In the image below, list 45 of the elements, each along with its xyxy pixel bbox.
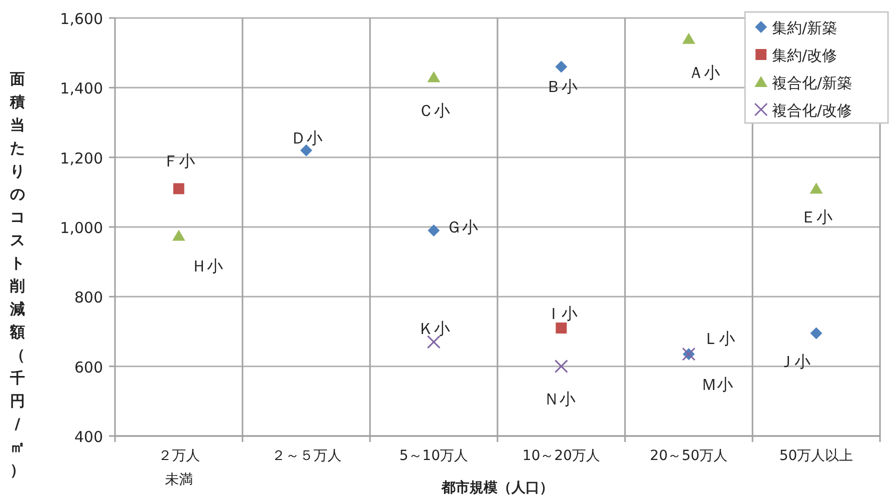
point xyxy=(555,60,568,73)
annotation: Ｆ小 xyxy=(162,152,195,171)
point xyxy=(173,183,184,194)
point xyxy=(300,144,312,156)
annotation: Ａ小 xyxy=(688,64,720,82)
x-tick-label: ２万人未満 xyxy=(156,447,201,490)
annotation: Ｌ小 xyxy=(702,330,735,348)
annotation: Ｈ小 xyxy=(190,258,223,276)
y-tick-label: 800 xyxy=(74,288,103,307)
annotation: Ｊ小 xyxy=(778,353,810,372)
annotation: Ｋ小 xyxy=(418,320,450,338)
y-tick-label: 1,400 xyxy=(60,80,103,98)
annotation: Ｇ小 xyxy=(446,218,478,236)
x-axis-title: 都市規模（人口） xyxy=(440,479,554,496)
point xyxy=(810,182,823,194)
x-tick-label: 50万人以上 xyxy=(778,447,854,466)
annotation: Ｂ小 xyxy=(545,78,578,96)
text: 面積当たりのコスト削減額（千円/㎡） xyxy=(10,70,25,479)
point xyxy=(172,230,186,241)
x-tick-label: 20～50万人 xyxy=(648,447,729,466)
y-tick-label: 600 xyxy=(74,358,103,376)
y-tick-label: 1,000 xyxy=(60,219,103,237)
y-tick-label: 1,600 xyxy=(60,10,103,28)
annotation: Ｄ小 xyxy=(290,129,322,148)
legend-label: 複合化/改修 xyxy=(772,102,852,120)
legend-label: 複合化/新築 xyxy=(772,74,852,92)
x-tick-label: 10～20万人 xyxy=(521,447,602,466)
x-tick-label: 5～10万人 xyxy=(398,447,470,466)
y-tick-label: 1,200 xyxy=(60,149,103,168)
annotation: Ｅ小 xyxy=(800,208,832,227)
point xyxy=(428,224,440,236)
y-tick-label: 400 xyxy=(74,428,103,446)
annotation: Ｎ小 xyxy=(543,390,576,408)
x-tick-label: ２～５万人 xyxy=(270,447,342,466)
point xyxy=(556,322,567,334)
legend-label: 集約/新築 xyxy=(772,19,838,37)
point xyxy=(810,327,822,340)
annotation: Ｃ小 xyxy=(418,102,450,120)
point xyxy=(427,335,440,349)
legend-label: 集約/改修 xyxy=(772,46,838,64)
annotation: Ｍ小 xyxy=(700,376,733,394)
annotation: Ｉ小 xyxy=(545,305,578,324)
point xyxy=(682,32,696,44)
point xyxy=(427,71,440,82)
point xyxy=(554,360,568,374)
